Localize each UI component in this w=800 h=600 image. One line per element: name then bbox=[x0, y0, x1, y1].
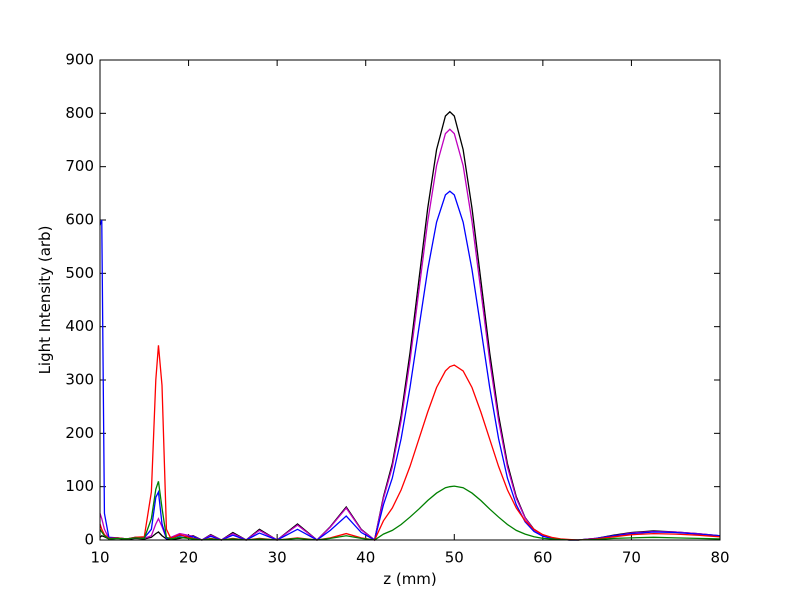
x-tick-label: 80 bbox=[710, 549, 729, 567]
x-tick-label: 70 bbox=[622, 549, 641, 567]
series-line bbox=[99, 345, 721, 541]
x-tick-label: 40 bbox=[356, 549, 375, 567]
y-tick-label: 600 bbox=[65, 211, 94, 229]
y-tick-label: 100 bbox=[65, 477, 94, 495]
x-tick-label: 60 bbox=[533, 549, 552, 567]
y-tick-label: 400 bbox=[65, 317, 94, 335]
y-tick-label: 800 bbox=[65, 104, 94, 122]
x-tick-label: 30 bbox=[268, 549, 287, 567]
x-tick-label: 20 bbox=[179, 549, 198, 567]
x-axis-label: z (mm) bbox=[383, 570, 437, 588]
y-axis-label: Light Intensity (arb) bbox=[36, 226, 54, 375]
y-tick-label: 0 bbox=[84, 531, 94, 549]
y-tick-label: 700 bbox=[65, 157, 94, 175]
y-tick-label: 300 bbox=[65, 371, 94, 389]
series-line bbox=[99, 481, 721, 541]
y-tick-label: 200 bbox=[65, 424, 94, 442]
x-tick-label: 50 bbox=[445, 549, 464, 567]
y-tick-label: 500 bbox=[65, 264, 94, 282]
x-tick-label: 10 bbox=[90, 549, 109, 567]
plot-frame bbox=[99, 59, 721, 541]
y-tick-label: 900 bbox=[65, 51, 94, 69]
